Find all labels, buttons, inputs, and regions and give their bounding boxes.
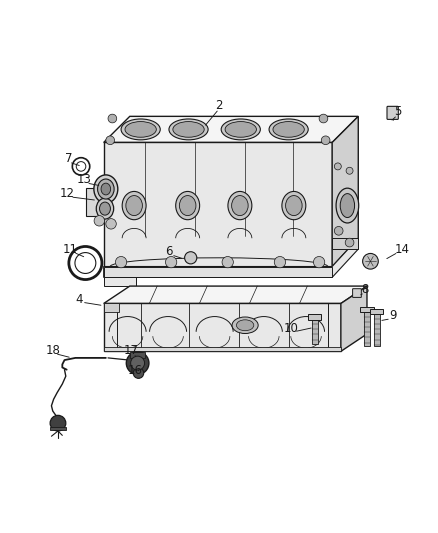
Circle shape [94,215,105,226]
Circle shape [334,163,341,170]
Text: 2: 2 [215,99,223,112]
Polygon shape [341,286,367,351]
Ellipse shape [101,183,111,195]
Polygon shape [104,303,119,312]
Circle shape [116,256,127,268]
Ellipse shape [228,191,252,220]
Ellipse shape [225,122,256,137]
Polygon shape [332,116,358,266]
Ellipse shape [126,196,142,215]
Ellipse shape [221,119,260,140]
Ellipse shape [122,191,146,220]
Polygon shape [374,314,380,346]
Circle shape [106,136,115,144]
Text: 11: 11 [63,243,78,256]
Ellipse shape [282,191,306,220]
Circle shape [222,256,233,268]
Circle shape [106,219,116,229]
Polygon shape [364,312,370,346]
Text: 6: 6 [165,245,173,258]
Ellipse shape [232,196,248,215]
Text: 8: 8 [361,282,368,296]
Ellipse shape [340,193,355,217]
Text: 18: 18 [45,344,60,357]
Text: 16: 16 [128,364,143,377]
Circle shape [126,352,149,375]
Polygon shape [86,188,104,216]
Ellipse shape [237,320,254,330]
Ellipse shape [286,196,302,215]
Polygon shape [312,320,318,344]
Circle shape [314,256,325,268]
Text: 17: 17 [124,344,138,357]
Polygon shape [130,352,145,358]
Polygon shape [370,309,383,314]
Circle shape [131,356,145,370]
Polygon shape [50,426,66,430]
Circle shape [363,254,378,269]
Polygon shape [104,238,358,277]
Ellipse shape [180,196,196,215]
Ellipse shape [96,198,114,219]
Ellipse shape [269,119,308,140]
Circle shape [185,252,197,264]
Polygon shape [104,286,367,303]
Ellipse shape [232,317,258,334]
Text: 4: 4 [75,293,83,305]
Ellipse shape [336,188,359,223]
Text: 14: 14 [394,243,409,256]
Circle shape [319,114,328,123]
Circle shape [346,167,353,174]
Polygon shape [308,314,321,320]
FancyBboxPatch shape [387,107,398,119]
Polygon shape [104,266,136,286]
Text: 10: 10 [283,322,298,335]
Polygon shape [104,116,358,142]
Ellipse shape [99,202,110,215]
Polygon shape [104,266,332,277]
Polygon shape [104,303,341,351]
Polygon shape [104,347,341,351]
Ellipse shape [121,119,160,140]
Circle shape [345,238,354,247]
Ellipse shape [98,179,114,199]
Ellipse shape [125,122,156,137]
Circle shape [334,227,343,235]
Circle shape [274,256,286,268]
Text: 5: 5 [394,106,401,118]
Ellipse shape [169,119,208,140]
Polygon shape [104,142,332,266]
Ellipse shape [176,191,200,220]
Ellipse shape [173,122,204,137]
Circle shape [166,256,177,268]
Text: 9: 9 [389,309,397,322]
Ellipse shape [273,122,304,137]
Polygon shape [360,307,374,312]
Circle shape [50,415,66,431]
Text: 12: 12 [59,187,74,200]
Ellipse shape [94,175,118,203]
Text: 13: 13 [77,173,92,186]
Polygon shape [332,238,358,249]
Text: 7: 7 [65,152,73,165]
Circle shape [321,136,330,144]
Circle shape [108,114,117,123]
FancyBboxPatch shape [353,289,361,297]
Circle shape [133,368,144,378]
